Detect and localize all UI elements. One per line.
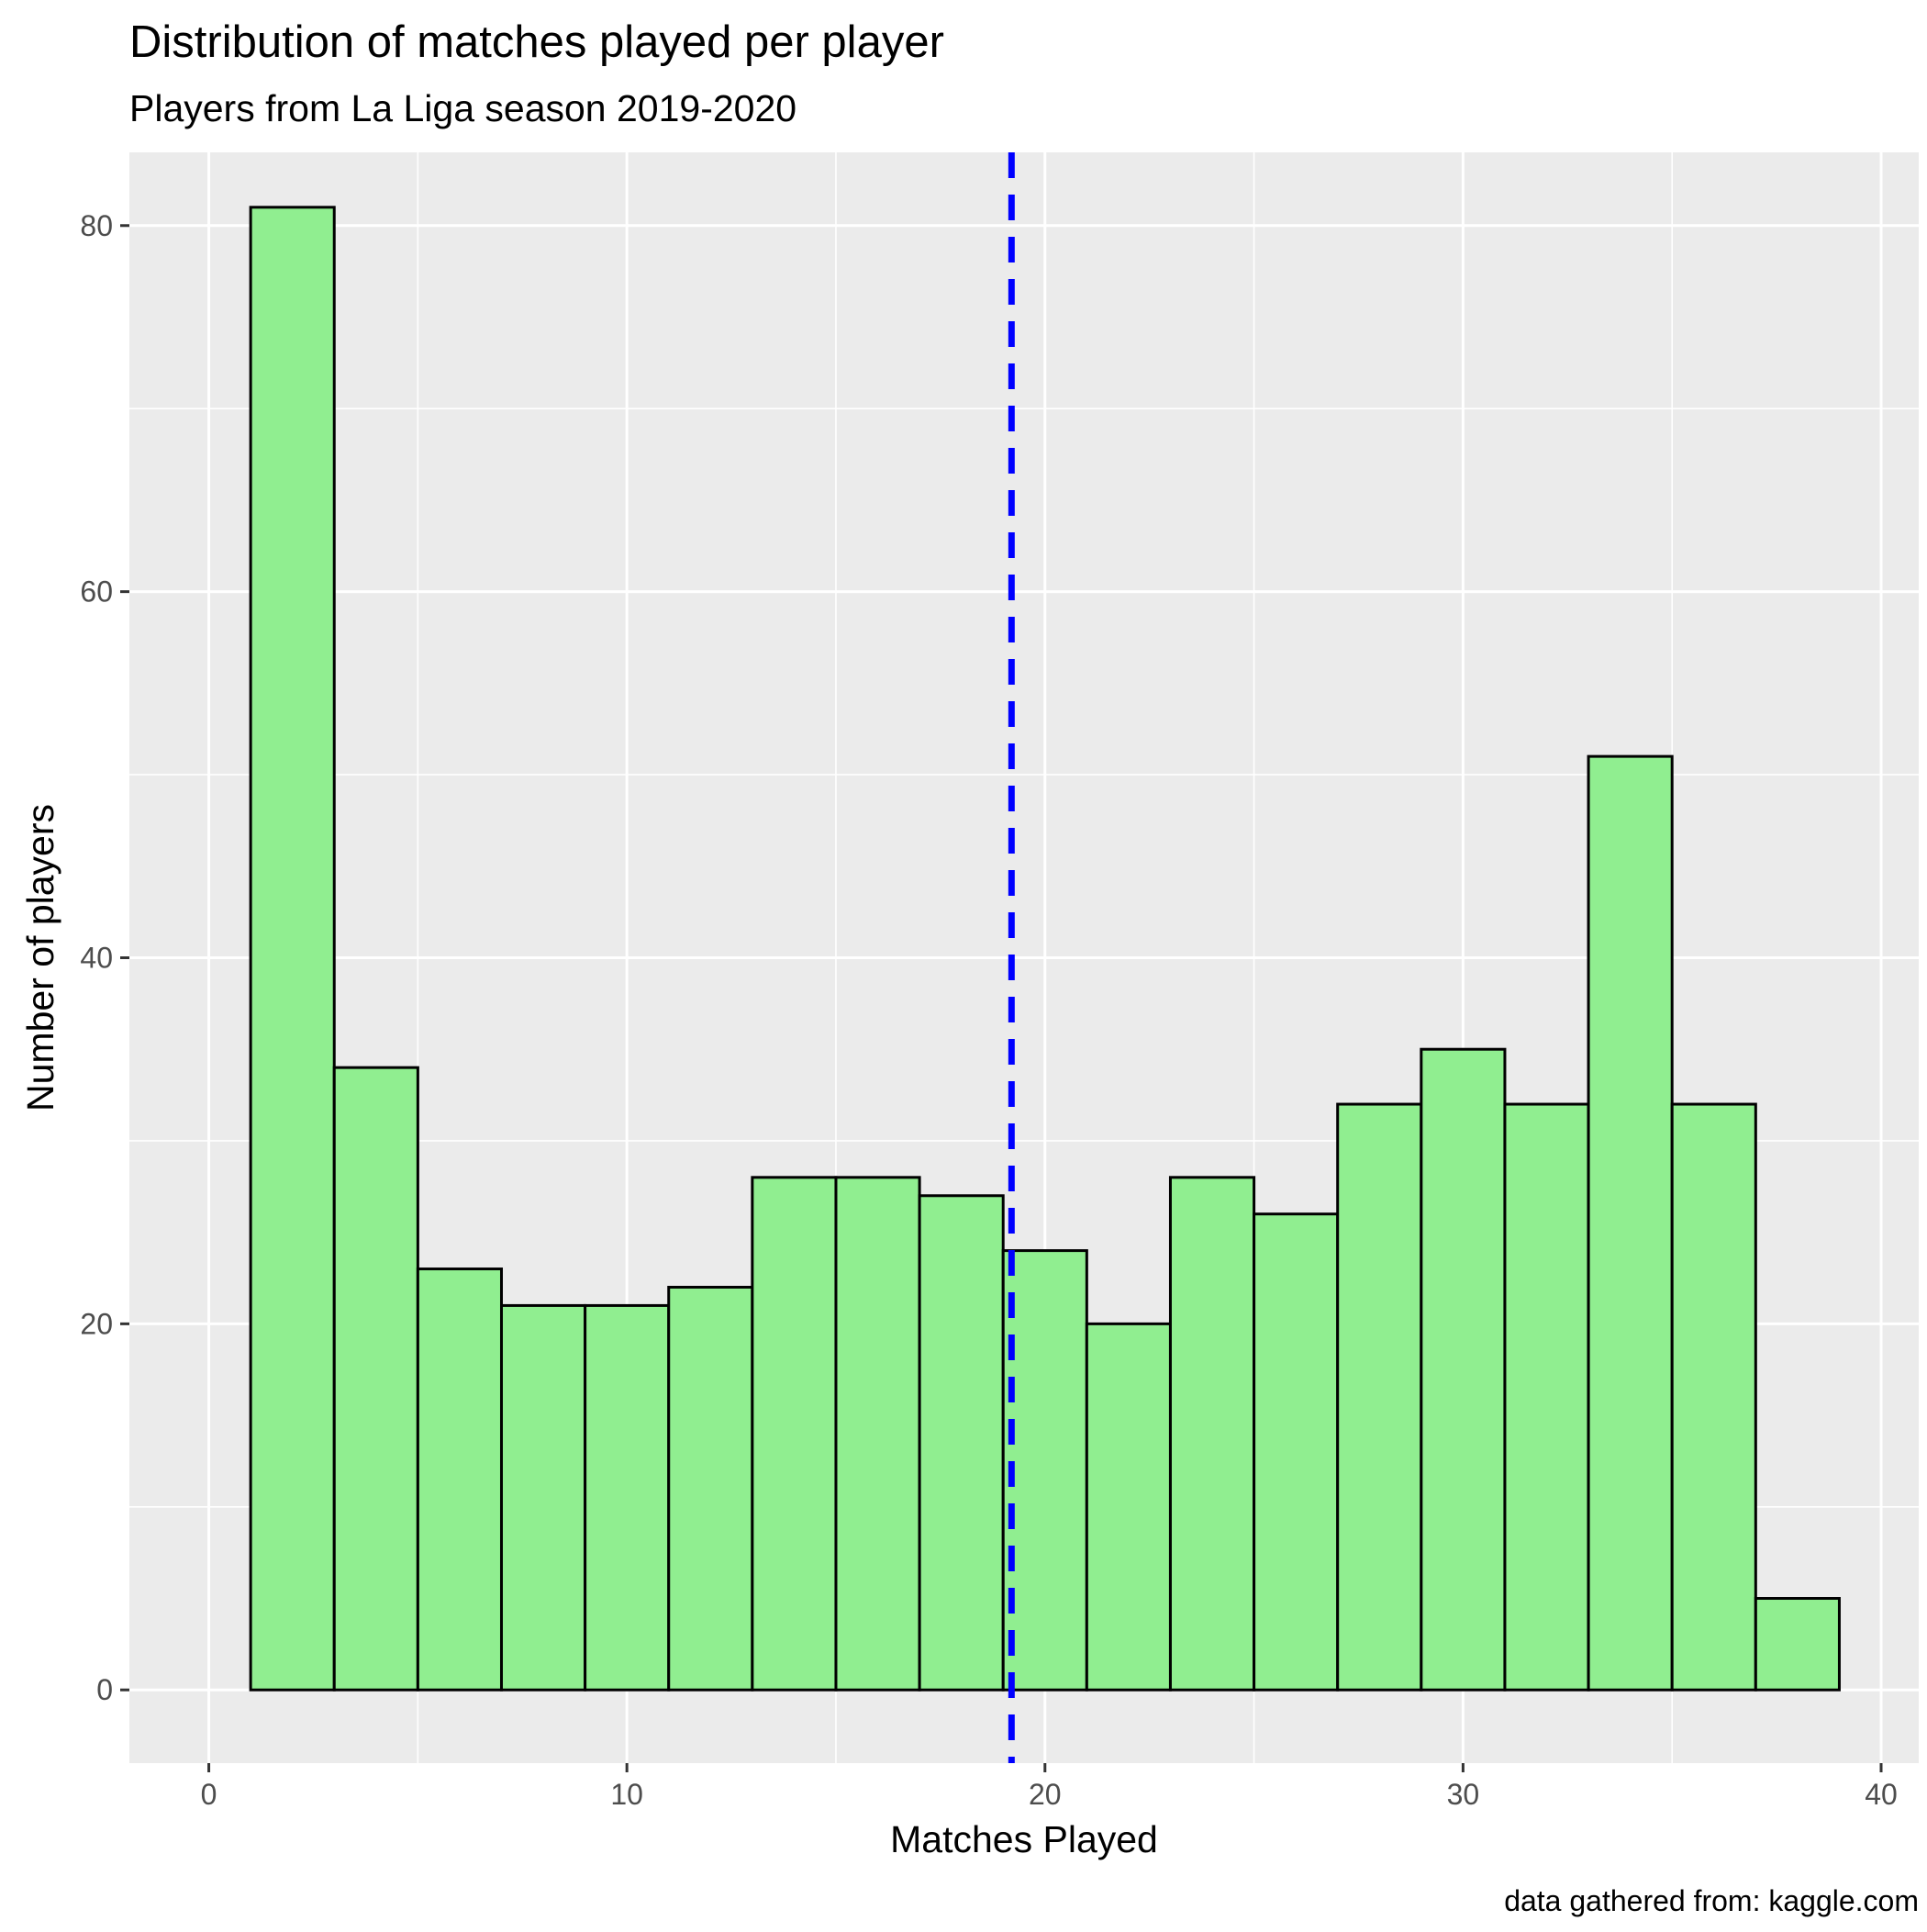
y-tick-label: 20 xyxy=(80,1307,113,1340)
chart-caption: data gathered from: kaggle.com xyxy=(1504,1884,1919,1917)
histogram-bar xyxy=(1001,1249,1088,1692)
y-tick-label: 0 xyxy=(96,1673,113,1706)
histogram-bar xyxy=(1587,754,1674,1692)
histogram-bar xyxy=(249,206,336,1692)
histogram-bar xyxy=(1754,1597,1841,1692)
histogram-bar xyxy=(1420,1047,1507,1692)
histogram-bar xyxy=(1085,1322,1172,1692)
y-tick-label: 40 xyxy=(80,942,113,975)
histogram-bar xyxy=(584,1303,671,1692)
x-axis: 0 10 20 30 40 xyxy=(201,1763,1898,1811)
histogram-bar xyxy=(834,1176,921,1692)
histogram-bar xyxy=(1503,1102,1590,1692)
histogram-bars xyxy=(249,206,1841,1692)
x-tick-label: 40 xyxy=(1865,1778,1898,1811)
x-tick-label: 20 xyxy=(1029,1778,1062,1811)
histogram-bar xyxy=(1670,1102,1757,1692)
chart-title: Distribution of matches played per playe… xyxy=(129,17,944,67)
x-axis-title: Matches Played xyxy=(890,1818,1158,1860)
x-tick-label: 10 xyxy=(610,1778,643,1811)
histogram-bar xyxy=(1168,1176,1256,1692)
chart-subtitle: Players from La Liga season 2019-2020 xyxy=(129,87,796,129)
x-tick-label: 0 xyxy=(201,1778,217,1811)
x-tick-label: 30 xyxy=(1447,1778,1480,1811)
histogram-bar xyxy=(1336,1102,1423,1692)
histogram-bar xyxy=(918,1194,1005,1692)
y-axis-title: Number of players xyxy=(19,804,61,1111)
histogram-bar xyxy=(416,1268,503,1692)
y-tick-label: 60 xyxy=(80,575,113,609)
histogram-bar xyxy=(751,1176,838,1692)
y-tick-label: 80 xyxy=(80,209,113,242)
histogram-bar xyxy=(1253,1212,1340,1692)
histogram-bar xyxy=(499,1303,587,1692)
histogram-bar xyxy=(667,1285,754,1692)
y-axis: 0 20 40 60 80 xyxy=(80,209,129,1706)
histogram-bar xyxy=(332,1066,419,1692)
